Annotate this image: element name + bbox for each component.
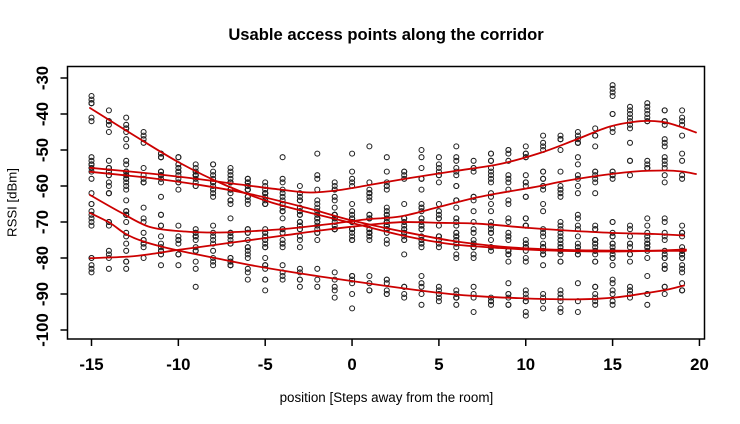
svg-text:0: 0 bbox=[347, 355, 356, 374]
svg-text:position [Steps away from the: position [Steps away from the room] bbox=[280, 390, 494, 405]
svg-text:-30: -30 bbox=[33, 66, 52, 90]
svg-text:-90: -90 bbox=[33, 282, 52, 306]
svg-text:20: 20 bbox=[690, 355, 709, 374]
svg-text:-100: -100 bbox=[33, 313, 52, 347]
svg-text:5: 5 bbox=[434, 355, 443, 374]
svg-text:-10: -10 bbox=[166, 355, 190, 374]
svg-text:-15: -15 bbox=[79, 355, 103, 374]
svg-text:-60: -60 bbox=[33, 174, 52, 198]
svg-text:RSSI [dBm]: RSSI [dBm] bbox=[5, 168, 20, 237]
svg-text:Usable access points along the: Usable access points along the corridor bbox=[228, 25, 544, 44]
svg-text:15: 15 bbox=[603, 355, 622, 374]
svg-text:-40: -40 bbox=[33, 102, 52, 126]
svg-text:-50: -50 bbox=[33, 138, 52, 162]
svg-text:-80: -80 bbox=[33, 246, 52, 270]
svg-text:-5: -5 bbox=[258, 355, 273, 374]
svg-text:10: 10 bbox=[516, 355, 535, 374]
svg-text:-70: -70 bbox=[33, 210, 52, 234]
